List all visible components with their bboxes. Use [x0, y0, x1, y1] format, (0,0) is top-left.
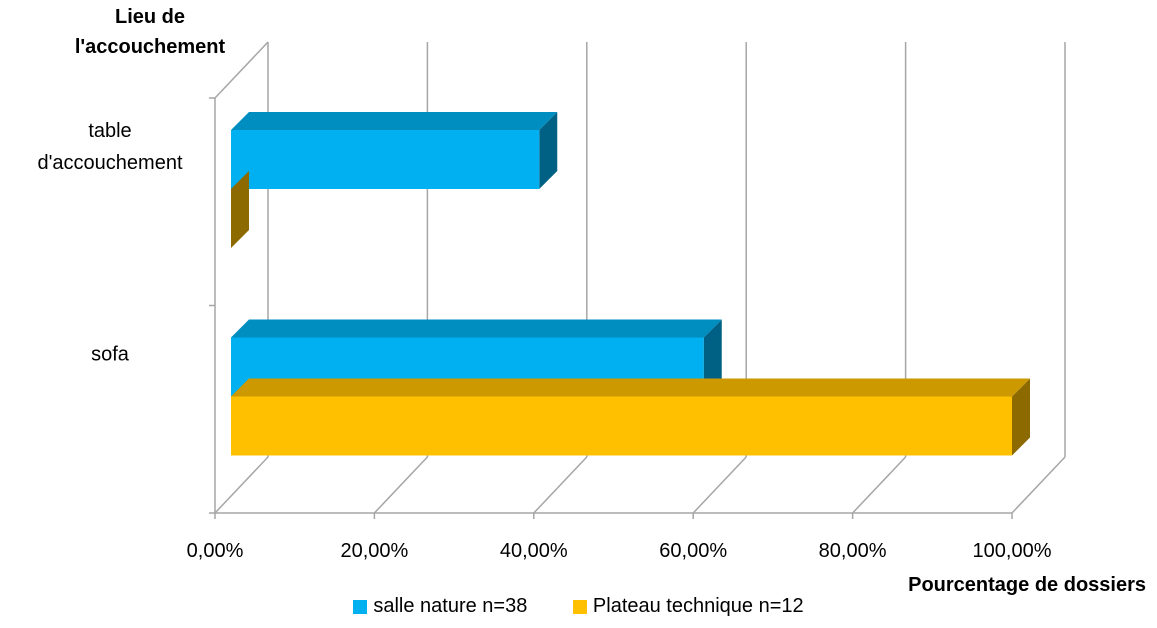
x-tick-label: 20,00% [340, 540, 408, 562]
legend-item-salle-nature: salle nature n=38 [353, 595, 527, 618]
legend-swatch-salle-nature [353, 599, 368, 614]
bar-plateau-technique-sofa-side [1012, 378, 1030, 456]
floor-gridline [214, 456, 269, 514]
legend-label-salle-nature: salle nature n=38 [373, 595, 528, 617]
bar-plateau-technique-sofa-top [231, 378, 1030, 397]
y-tick-label: sofa [91, 344, 130, 366]
bar-salle-nature-table [231, 130, 540, 189]
bar-salle-nature-table-top [231, 112, 558, 130]
legend-swatch-plateau-technique [572, 599, 587, 614]
bar-salle-nature-sofa-top [231, 319, 722, 338]
x-axis-title: Pourcentage de dossiers [908, 574, 1146, 596]
bar-salle-nature-table-side [539, 112, 558, 189]
x-tick-label: 0,00% [187, 540, 244, 562]
x-tick-label: 40,00% [500, 540, 568, 562]
x-tick-label: 100,00% [973, 540, 1052, 562]
y-axis-title: Lieu de l'accouchement [74, 6, 226, 58]
bar-plateau-technique-table-side [231, 171, 249, 248]
floor-gridline [533, 456, 588, 514]
floor-gridline [373, 456, 428, 514]
x-tick-label: 80,00% [819, 540, 887, 562]
floor-gridline [852, 456, 907, 514]
legend: salle nature n=38 Plateau technique n=12 [0, 595, 1157, 620]
wall-top-edge [214, 41, 269, 99]
legend-label-plateau-technique: Plateau technique n=12 [592, 595, 804, 617]
bar-plateau-technique-sofa [231, 396, 1012, 456]
bar-salle-nature-sofa-side [703, 319, 722, 397]
floor-gridline [1011, 456, 1066, 514]
legend-item-plateau-technique: Plateau technique n=12 [572, 595, 804, 618]
x-tick-label: 60,00% [659, 540, 727, 562]
floor-gridline [692, 456, 747, 514]
y-tick-label: table d'accouchement [37, 120, 182, 174]
